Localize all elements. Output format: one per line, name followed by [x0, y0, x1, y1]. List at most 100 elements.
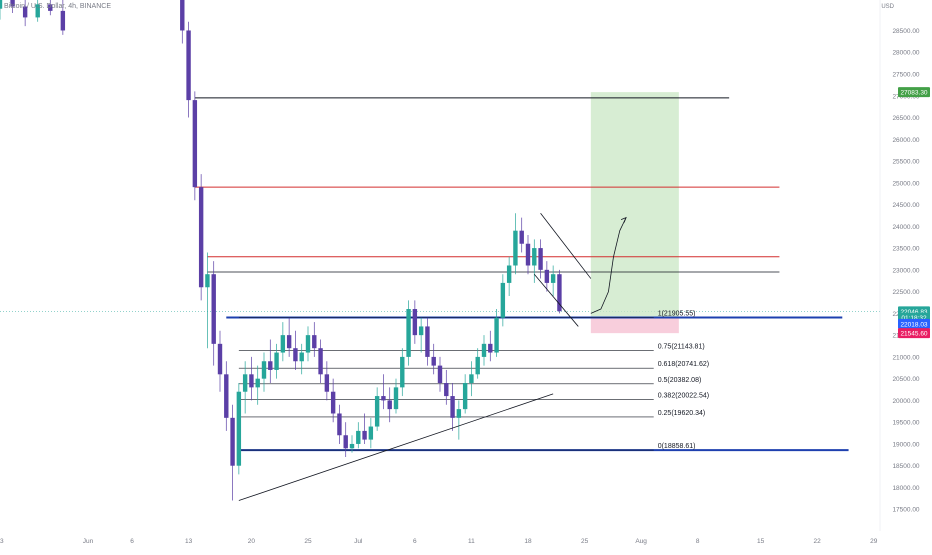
- horizontal-levels[interactable]: [194, 97, 849, 452]
- candle-body: [469, 374, 474, 384]
- candle-body: [249, 374, 254, 388]
- candle-body: [318, 348, 323, 375]
- fib-label-0.382: 0.382(20022.54): [658, 392, 709, 399]
- price-label-text: 27083.30: [900, 90, 927, 97]
- price-axis[interactable]: 17500.00 18000.00 18500.00 19000.00 19500.00…: [879, 0, 920, 531]
- candle-body: [494, 317, 499, 353]
- price-tick-label: 26500.00: [892, 115, 919, 122]
- candle-body: [255, 378, 260, 388]
- candle-body: [236, 391, 242, 466]
- candle-body: [186, 30, 191, 101]
- price-label-box: [898, 328, 930, 339]
- time-tick-label: 6: [130, 538, 134, 545]
- trendline-2[interactable]: [533, 273, 579, 327]
- candle-body: [412, 309, 418, 336]
- candle-body: [274, 352, 279, 370]
- candle-body: [550, 274, 556, 283]
- candle-body: [444, 383, 449, 397]
- candle-body: [224, 374, 229, 418]
- candle-body: [557, 274, 562, 312]
- candle-body: [60, 10, 66, 31]
- candle-body: [431, 356, 436, 366]
- price-tick-label: 25000.00: [892, 180, 919, 187]
- candle-body: [286, 335, 292, 349]
- price-tick-label: 24500.00: [892, 202, 919, 209]
- trendline-1[interactable]: [540, 213, 592, 279]
- candle-body: [418, 326, 424, 336]
- trendline-0[interactable]: [238, 393, 554, 501]
- trendlines[interactable]: [238, 213, 592, 501]
- price-tick-label: 18000.00: [892, 485, 919, 492]
- candle-body: [400, 356, 405, 388]
- price-tick-label: 19000.00: [892, 441, 919, 448]
- candle-body: [437, 365, 443, 384]
- candle-body: [337, 413, 342, 436]
- fib-label-0.75: 0.75(21143.81): [658, 344, 705, 351]
- candle-body: [198, 187, 204, 288]
- time-tick-label: 29: [870, 538, 878, 545]
- candle-body: [450, 396, 455, 418]
- time-tick-label: 25: [581, 538, 589, 545]
- candle-body: [544, 269, 550, 283]
- candle-body: [538, 248, 543, 270]
- price-tick-label: 20500.00: [892, 376, 919, 383]
- time-tick-label: 22: [814, 538, 822, 545]
- price-label-text: 22018.03: [900, 321, 927, 328]
- candle-body: [406, 309, 411, 357]
- candle-body: [312, 335, 317, 349]
- candle-body: [488, 343, 493, 353]
- fib-label-0.618: 0.618(20741.62): [658, 361, 709, 368]
- time-tick-label: 6: [413, 538, 417, 545]
- candle-body: [280, 335, 286, 353]
- candle-body: [356, 430, 361, 444]
- price-label-box: [898, 318, 930, 329]
- time-axis[interactable]: 23 Jun 6 13 20 25 Jul 6 11 18 25 Aug 8 15 22 29: [0, 538, 878, 545]
- candle-body: [425, 326, 430, 357]
- price-tick-label: 25500.00: [892, 159, 919, 166]
- candle-body: [456, 409, 462, 418]
- candle-body: [48, 4, 53, 11]
- price-tick-label: 19500.00: [892, 420, 919, 427]
- time-tick-label: Aug: [635, 538, 647, 545]
- fib-label-0.25: 0.25(19620.34): [658, 410, 705, 417]
- time-tick-label: 13: [185, 538, 193, 545]
- currency-label[interactable]: USD: [881, 4, 894, 10]
- price-label-text: 01:18:32: [901, 315, 927, 322]
- price-tick-label: 23500.00: [892, 246, 919, 253]
- candle-body: [242, 374, 248, 392]
- time-tick-label: 8: [696, 538, 700, 545]
- candle-body: [261, 361, 267, 379]
- candlestick-series: [0, 0, 562, 501]
- time-tick-label: Jul: [354, 538, 363, 545]
- projection-arrow[interactable]: [590, 216, 627, 314]
- profit-zone: [590, 92, 679, 318]
- candle-body: [475, 356, 480, 375]
- candle-body: [330, 391, 336, 414]
- candle-body: [525, 243, 531, 266]
- projection-path[interactable]: [590, 217, 627, 314]
- price-label-text: 22046.83: [900, 309, 927, 316]
- fibonacci-retracement[interactable]: 1(21905.55) 0.75(21143.81) 0.618(20741.62)…: [238, 310, 709, 451]
- candle-body: [387, 400, 392, 410]
- candle-body: [374, 396, 380, 427]
- symbol-title[interactable]: Bitcoin / U.S. Dollar, 4h, BINANCE: [4, 3, 111, 10]
- candle-body: [519, 230, 524, 244]
- time-tick-label: 20: [248, 538, 256, 545]
- price-label-box: [898, 87, 930, 98]
- candle-body: [35, 4, 40, 18]
- candle-body: [268, 361, 273, 370]
- position-boxes: [590, 92, 679, 334]
- time-tick-label: 15: [757, 538, 765, 545]
- price-tick-label: 26000.00: [892, 137, 919, 144]
- candle-body: [230, 417, 235, 466]
- candle-body: [293, 348, 298, 362]
- price-tick-label: 23000.00: [892, 267, 919, 274]
- time-tick-label: 23: [0, 538, 4, 545]
- price-tick-label: 28000.00: [892, 50, 919, 57]
- candle-body: [506, 265, 512, 283]
- candle-body: [532, 248, 537, 266]
- candle-body: [462, 383, 468, 410]
- price-tick-label: 27500.00: [892, 71, 919, 78]
